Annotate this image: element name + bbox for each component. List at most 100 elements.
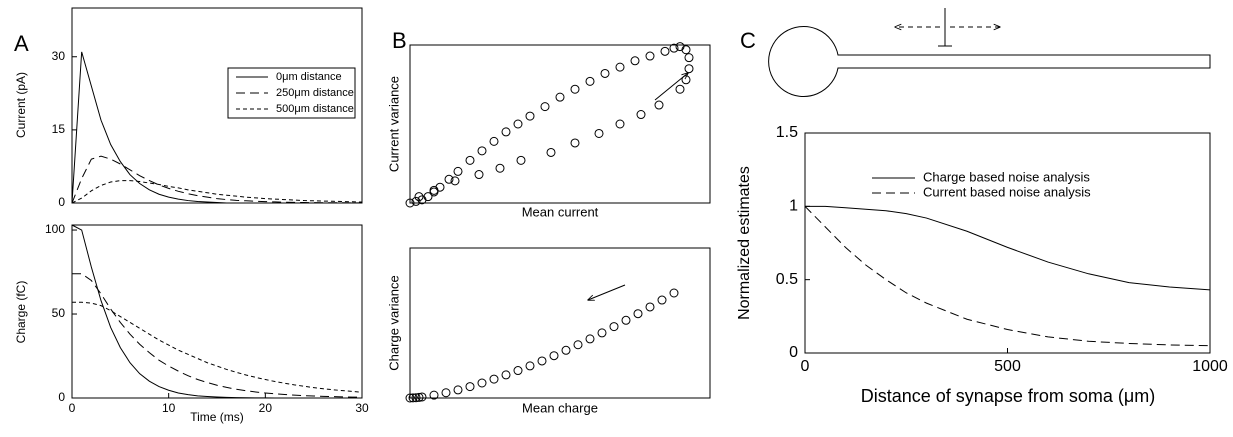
data-point [645, 302, 655, 312]
data-point [513, 119, 523, 129]
plot-frame [804, 132, 1211, 354]
data-point [414, 392, 424, 402]
plot-frame [409, 44, 711, 204]
data-point [660, 46, 670, 56]
panel-label: B [392, 28, 407, 53]
data-point [546, 147, 556, 157]
data-point [669, 288, 679, 298]
series-line [71, 180, 363, 204]
data-point [489, 136, 499, 146]
data-point [594, 128, 604, 138]
legend-label: 500μm distance [276, 103, 354, 115]
data-point [573, 340, 583, 350]
y-tick-label: 0.5 [776, 271, 798, 288]
x-tick-label: 1000 [1192, 358, 1228, 375]
y-tick-label: 0 [58, 390, 65, 404]
legend-label: 0μm distance [276, 71, 342, 83]
x-tick-label: 500 [994, 358, 1021, 375]
data-point [465, 382, 475, 392]
data-point [549, 351, 559, 361]
data-point [423, 192, 433, 202]
data-point [615, 62, 625, 72]
data-point [684, 64, 694, 74]
data-point [570, 84, 580, 94]
y-tick-label: 50 [52, 306, 66, 320]
y-tick-label: 1 [789, 198, 798, 215]
series-line [71, 51, 362, 204]
data-point [600, 68, 610, 78]
data-point [495, 163, 505, 173]
data-point [441, 388, 451, 398]
data-point [453, 166, 463, 176]
data-point [555, 92, 565, 102]
data-point [681, 45, 691, 55]
data-point [621, 315, 631, 325]
data-point [474, 170, 484, 180]
data-point [411, 196, 421, 206]
series-line [72, 301, 363, 393]
neuron-diagram [768, 8, 1211, 97]
data-point [489, 374, 499, 384]
series-line [71, 224, 362, 399]
data-point [525, 111, 535, 121]
panel-label: C [740, 28, 756, 53]
legend-label: 250μm distance [276, 87, 354, 99]
data-point [465, 155, 475, 165]
plot-frame [71, 224, 363, 399]
y-tick-label: 100 [45, 222, 65, 236]
x-axis-label: Mean current [522, 204, 599, 219]
y-tick-label: 30 [52, 49, 66, 63]
data-point [411, 393, 421, 403]
data-point [654, 100, 664, 110]
x-axis-label: Mean charge [522, 400, 598, 415]
data-point [597, 328, 607, 338]
data-point [408, 393, 418, 403]
series-line [805, 205, 1211, 291]
data-point [501, 370, 511, 380]
data-point [501, 127, 511, 137]
data-point [657, 295, 667, 305]
series-line [72, 273, 363, 398]
data-point [681, 75, 691, 85]
data-point [450, 176, 460, 186]
data-point [516, 155, 526, 165]
data-point [585, 334, 595, 344]
x-tick-label: 0 [801, 358, 810, 375]
y-axis-label: Normalized estimates [736, 166, 753, 320]
x-tick-label: 0 [69, 401, 76, 415]
data-point [477, 378, 487, 388]
data-point [405, 393, 415, 403]
data-point [540, 102, 550, 112]
legend-label: Charge based noise analysis [923, 169, 1090, 184]
data-point [429, 185, 439, 195]
x-tick-label: 20 [259, 401, 273, 415]
data-point [429, 390, 439, 400]
data-point [477, 146, 487, 156]
panel-label: A [14, 31, 29, 56]
y-tick-label: 15 [52, 122, 66, 136]
data-point [537, 356, 547, 366]
data-point [405, 198, 415, 208]
data-point [630, 56, 640, 66]
data-point [525, 361, 535, 371]
data-point [684, 53, 694, 63]
x-axis-label: Time (ms) [190, 410, 244, 424]
y-tick-label: 0 [58, 195, 65, 209]
data-point [414, 192, 424, 202]
x-tick-label: 10 [162, 401, 176, 415]
series-line [71, 155, 363, 204]
data-point [453, 385, 463, 395]
data-point [561, 345, 571, 355]
data-point [645, 51, 655, 61]
legend-label: Current based noise analysis [923, 184, 1091, 199]
data-point [675, 84, 685, 94]
data-point [633, 309, 643, 319]
series-line [804, 205, 1211, 347]
data-point [570, 138, 580, 148]
data-point [585, 76, 595, 86]
legend-box [227, 67, 356, 119]
y-axis-label: Charge (fC) [14, 281, 28, 344]
direction-arrow [588, 284, 626, 300]
data-point [444, 174, 454, 184]
